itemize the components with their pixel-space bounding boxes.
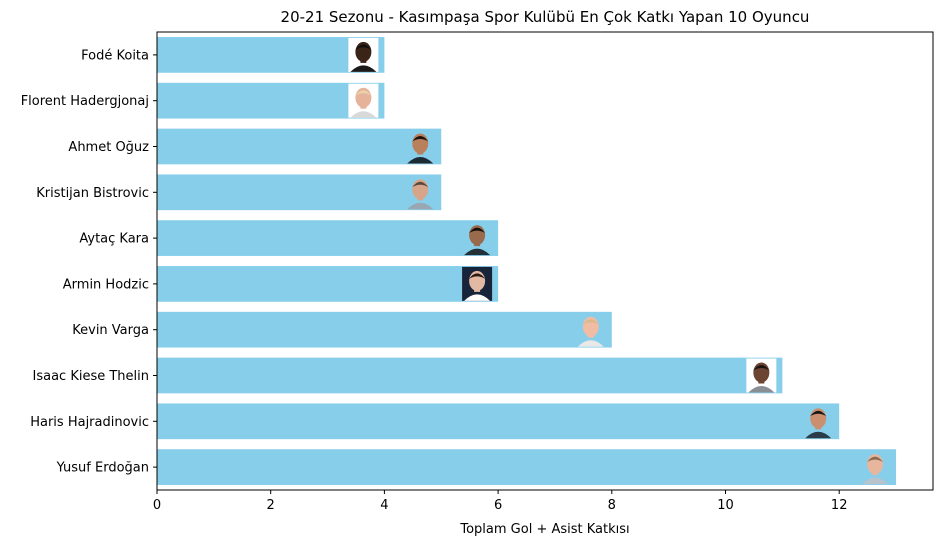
y-tick-label: Armin Hodzic — [63, 277, 149, 292]
player-photo-icon — [803, 404, 834, 439]
y-tick-label: Kristijan Bistrovic — [36, 186, 149, 201]
x-tick-label: 8 — [608, 498, 616, 513]
bar — [157, 449, 897, 485]
y-tick-label: Fodé Koita — [81, 48, 149, 63]
y-tick-label: Ahmet Oğuz — [68, 140, 149, 155]
y-axis: Fodé Koita Florent Hadergjonaj Ahmet Oğuz K… — [21, 48, 157, 476]
chart-title: 20-21 Sezonu - Kasımpaşa Spor Kulübü En … — [281, 8, 810, 26]
y-tick-label: Aytaç Kara — [79, 232, 149, 247]
photos-layer — [348, 37, 891, 485]
bars-layer — [157, 37, 897, 485]
y-tick-label: Isaac Kiese Thelin — [33, 369, 150, 384]
y-tick-label: Florent Hadergjonaj — [21, 94, 149, 109]
bar — [157, 37, 385, 73]
player-photo-icon — [860, 450, 891, 485]
player-photo-icon — [348, 37, 379, 72]
y-tick-label: Yusuf Erdoğan — [56, 461, 149, 476]
player-photo-icon — [405, 175, 436, 210]
player-photo-icon — [348, 83, 379, 118]
bar — [157, 82, 385, 119]
x-tick-label: 6 — [494, 498, 502, 513]
x-tick-label: 10 — [717, 498, 734, 513]
x-tick-label: 0 — [153, 498, 161, 513]
player-photo-icon — [746, 358, 777, 393]
bar — [157, 266, 499, 302]
player-photo-icon — [575, 312, 606, 347]
x-axis: 0 2 4 6 8 10 12 — [153, 490, 848, 513]
player-photo-icon — [405, 129, 436, 164]
bar — [157, 311, 612, 348]
x-tick-label: 2 — [267, 498, 275, 513]
bar — [157, 220, 499, 256]
x-axis-label: Toplam Gol + Asist Katkısı — [459, 522, 629, 537]
player-photo-icon — [462, 266, 493, 301]
bar — [157, 403, 840, 440]
bar — [157, 357, 783, 394]
x-tick-label: 12 — [831, 498, 848, 513]
y-tick-label: Kevin Varga — [72, 323, 149, 338]
bar — [157, 128, 442, 165]
x-tick-label: 4 — [380, 498, 388, 513]
plot-frame — [156, 31, 934, 491]
player-photo-icon — [462, 221, 493, 256]
y-tick-label: Haris Hajradinovic — [30, 415, 149, 430]
bar — [157, 174, 442, 211]
